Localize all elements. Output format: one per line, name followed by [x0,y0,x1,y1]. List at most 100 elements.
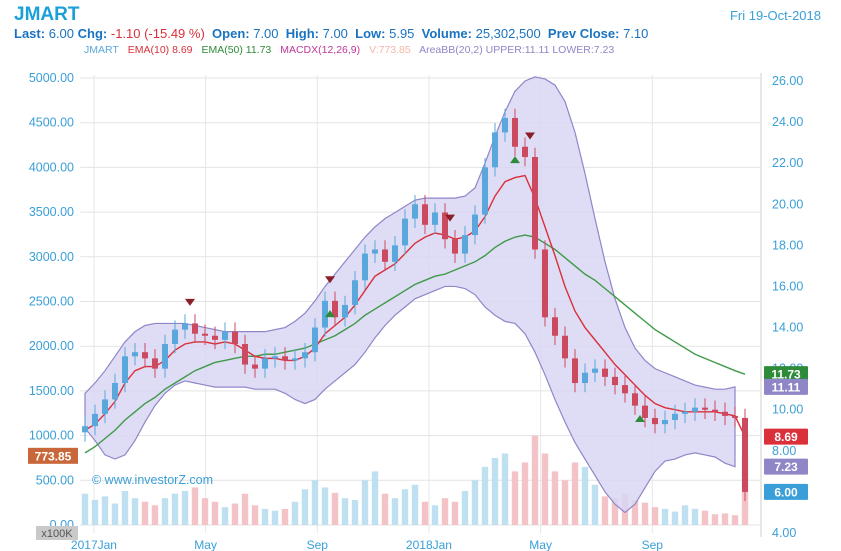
candle-body [92,413,98,427]
candle-body [742,417,748,492]
left-tick-label: 3000.00 [29,250,74,264]
left-value-tag [28,447,78,464]
left-tick-label: 5000.00 [29,71,74,85]
volume-label: Volume: [421,26,472,41]
volume-bar [661,508,669,525]
volume-bar [191,487,199,525]
candle-body [272,356,278,359]
candle-body [242,343,248,365]
candle-body [222,331,228,340]
legend-item-ema10: EMA(10) 8.69 [127,44,193,56]
volume-bar [211,501,219,525]
left-tick-label: 1500.00 [29,384,74,398]
candle-body [492,132,498,168]
volume-bar [471,480,479,525]
high-value: 7.00 [322,26,348,41]
candle-body [712,409,718,412]
right-tick-label: 20.00 [772,197,803,211]
right-value-tag [764,483,808,500]
volume-bar [311,480,319,525]
candle-body [282,356,288,361]
volume-bar [291,501,299,525]
candle-body [352,280,358,305]
last-value: 6.00 [48,26,74,41]
candle-body [572,358,578,384]
volume-bar [141,501,149,525]
volume-bar [731,515,739,525]
candle-body [582,372,588,384]
volume-bar [601,496,609,525]
right-tick-label: 14.00 [772,321,803,335]
right-tick-label: 24.00 [772,115,803,129]
candle-body [392,245,398,262]
legend-item-ema50: EMA(50) 11.73 [201,44,272,56]
legend-item-bollinger: AreaBB(20,2) UPPER:11.11 LOWER:7.23 [419,44,615,56]
left-tick-label: 500.00 [36,473,74,487]
candle-body [472,214,478,236]
volume-value: 25,302,500 [475,26,541,41]
sell-signal-icon [525,132,535,140]
candle-body [702,407,708,410]
volume-bar [251,505,259,525]
volume-bar [611,498,619,525]
legend-item-price: JMART [84,44,119,56]
candle-body [422,204,428,225]
ema50-line [84,234,746,454]
symbol-title: JMART [14,4,80,25]
right-value-tag-label: 7.23 [774,460,798,474]
volume-bar [81,493,89,525]
left-tick-label: 2500.00 [29,295,74,309]
candle-body [502,117,508,133]
candle-body [652,417,658,425]
buy-signal-icon [510,156,520,164]
legend-item-volume: V:773.85 [369,44,411,56]
candle-body [522,146,528,158]
left-value-tag-label: 773.85 [35,449,72,463]
x-tick-label: Sep [642,538,664,551]
high-label: High: [285,26,319,41]
volume-bar [481,466,489,525]
candle-body [232,331,238,344]
x-tick-label: 2018Jan [406,538,452,551]
volume-bar [511,471,519,525]
candle-body [332,300,338,318]
volume-bar [361,480,369,525]
candle-body [722,411,728,416]
right-tick-label: 26.00 [772,74,803,88]
volume-bar [391,498,399,525]
volume-bar [221,507,229,525]
candle-body [122,356,128,384]
right-value-tag-label: 11.73 [771,368,801,382]
candle-body [612,376,618,386]
candle-body [642,405,648,418]
volume-bar [561,480,569,525]
candle-body [542,249,548,318]
volume-bars [81,435,749,525]
right-value-tag [764,458,808,475]
volume-bar [491,457,499,525]
candle-body [162,343,168,369]
volume-bar [101,496,109,525]
left-axis-ticks: 5000.00 4500.00 4000.00 3500.00 3000.00 2500.… [29,71,78,540]
candle-body [462,235,468,254]
candle-body [132,352,138,357]
volume-bar [631,499,639,525]
open-label: Open: [212,26,250,41]
volume-bar [271,510,279,525]
low-label: Low: [355,26,386,41]
candle-body [382,249,388,262]
right-value-tag-label: 11.11 [772,380,801,394]
candle-body [632,393,638,406]
candle-body [172,329,178,344]
candle-body [682,411,688,414]
volume-bar [421,501,429,525]
volume-bar [341,498,349,525]
candle-body [592,368,598,373]
volume-bar [401,489,409,525]
right-tick-label: 18.00 [772,238,803,252]
volume-bar [591,484,599,525]
candle-body [112,383,118,400]
volume-bar [571,462,579,525]
candle-body [152,358,158,369]
volume-bar [501,453,509,525]
